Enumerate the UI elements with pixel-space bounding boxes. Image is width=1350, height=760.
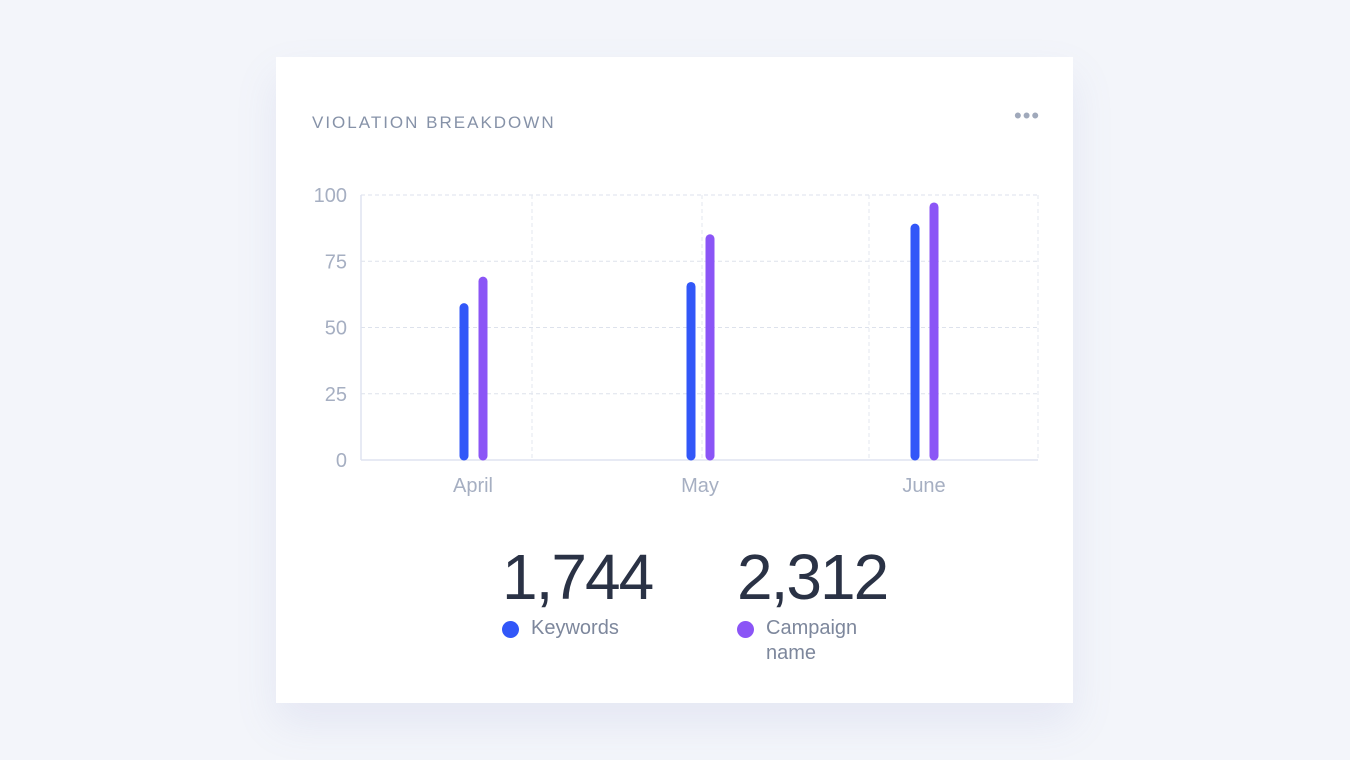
y-tick-label: 50 bbox=[325, 318, 347, 340]
y-tick-label: 0 bbox=[336, 450, 347, 472]
x-tick-label: May bbox=[681, 475, 719, 497]
stat-keywords: 1,744 Keywords bbox=[502, 541, 654, 641]
card-title: VIOLATION BREAKDOWN bbox=[312, 113, 556, 132]
legend-dot-icon bbox=[502, 621, 519, 638]
bar-chart: 0 25 50 75 100 April May June bbox=[314, 185, 1039, 497]
legend-label: Keywords bbox=[531, 617, 619, 639]
legend-label: Campaign name bbox=[766, 617, 858, 664]
y-tick-label: 25 bbox=[325, 384, 347, 406]
x-tick-label: April bbox=[453, 475, 493, 497]
legend-dot-icon bbox=[737, 621, 754, 638]
stat-value: 2,312 bbox=[737, 541, 889, 613]
stat-value: 1,744 bbox=[502, 541, 654, 613]
x-tick-label: June bbox=[902, 475, 945, 497]
violation-breakdown-card: VIOLATION BREAKDOWN ••• 0 25 50 75 100 April M… bbox=[276, 57, 1073, 703]
stat-campaign-name: 2,312 Campaign name bbox=[737, 541, 889, 666]
y-tick-label: 100 bbox=[314, 185, 347, 207]
y-tick-label: 75 bbox=[325, 251, 347, 273]
